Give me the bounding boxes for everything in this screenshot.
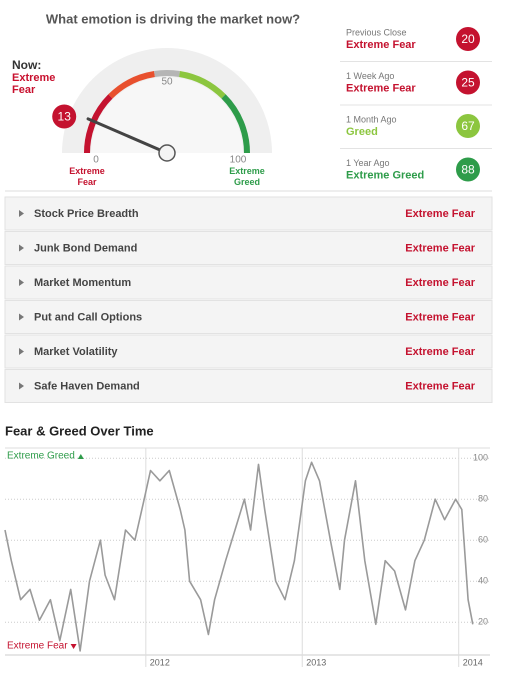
- y-tick-label: 100: [473, 453, 488, 463]
- history-value: 25: [461, 76, 475, 90]
- indicator-row: [4, 196, 493, 231]
- history-label: 1 Week Ago: [346, 71, 394, 81]
- indicator-name: Market Momentum: [34, 277, 131, 289]
- x-tick-label: 2014: [463, 657, 483, 667]
- indicator-rating: Extreme Fear: [405, 346, 475, 358]
- history-badge: [456, 27, 480, 51]
- indicator-rating: Extreme Fear: [405, 380, 475, 392]
- gauge-arc: [154, 70, 180, 77]
- now-label: Now:: [12, 58, 41, 72]
- history-badge: [456, 157, 480, 182]
- gauge-arc: [108, 71, 156, 99]
- gauge-inner: [91, 77, 243, 153]
- y-tick-label: 60: [478, 535, 488, 545]
- annotation-arrow: [70, 644, 77, 649]
- indicator-arrow: [19, 279, 24, 286]
- x-tick-label: 2012: [150, 657, 170, 667]
- gauge-value-badge: [52, 104, 77, 129]
- history-value: 67: [461, 119, 475, 133]
- annotation: Extreme Greed: [7, 451, 75, 462]
- indicator-row: [4, 231, 493, 265]
- x-tick-label: 2013: [306, 657, 326, 667]
- indicator-name: Market Volatility: [34, 346, 118, 358]
- history-value: 88: [461, 163, 475, 177]
- gauge-tick-label: 50: [161, 77, 173, 88]
- indicator-row: [4, 300, 493, 334]
- indicator-row: [4, 369, 493, 403]
- gauge-arc: [178, 71, 226, 99]
- gauge-title: What emotion is driving the market now?: [46, 11, 300, 26]
- y-tick-label: 80: [478, 494, 488, 504]
- indicator-name: Stock Price Breadth: [34, 208, 139, 220]
- history-value: 20: [461, 32, 475, 46]
- history-badge: [456, 114, 480, 138]
- y-tick-label: 40: [478, 576, 488, 586]
- gauge-value-label: 13: [58, 110, 72, 124]
- history-rating: Extreme Fear: [346, 39, 416, 51]
- gauge-max-label: Extreme Greed: [229, 166, 265, 187]
- gauge-tick-label: 100: [230, 155, 247, 166]
- gauge-hub: [158, 144, 176, 162]
- indicator-rating: Extreme Fear: [405, 277, 475, 289]
- now-rating: Extreme Fear: [12, 72, 56, 96]
- gauge-min-label: Extreme Fear: [69, 166, 105, 187]
- indicator-row: [4, 265, 493, 300]
- annotation: Extreme Fear: [7, 641, 68, 652]
- history-rating: Greed: [346, 126, 378, 138]
- chart-title: Fear & Greed Over Time: [5, 423, 154, 438]
- history-rating: Extreme Greed: [346, 169, 424, 181]
- y-tick-label: 20: [478, 617, 488, 627]
- history-badge: [456, 70, 480, 95]
- indicator-arrow: [19, 244, 24, 252]
- history-rating: Extreme Fear: [346, 82, 416, 94]
- indicator-rating: Extreme Fear: [405, 242, 475, 254]
- annotation-arrow: [77, 454, 84, 459]
- indicator-arrow: [19, 210, 24, 217]
- gauge-needle: [86, 117, 169, 155]
- indicator-arrow: [19, 382, 24, 390]
- history-label: 1 Month Ago: [346, 114, 397, 124]
- gauge-tick-label: 0: [93, 155, 99, 166]
- gauge-min-label-box: Extreme Fear: [69, 166, 105, 187]
- series-line: [4, 461, 474, 652]
- history-label: 1 Year Ago: [346, 158, 390, 168]
- gauge-arc: [221, 94, 250, 154]
- indicator-name: Safe Haven Demand: [34, 380, 140, 392]
- now-rating-box: Extreme Fear: [12, 72, 56, 96]
- indicator-rating: Extreme Fear: [405, 311, 475, 323]
- indicator-rating: Extreme Fear: [405, 208, 475, 220]
- history-label: Previous Close: [346, 27, 407, 37]
- gauge-max-label-box: Extreme Greed: [229, 166, 265, 187]
- indicator-row: [4, 334, 493, 369]
- indicator-arrow: [19, 313, 24, 321]
- indicator-name: Junk Bond Demand: [34, 242, 137, 254]
- indicator-arrow: [19, 348, 24, 355]
- indicator-name: Put and Call Options: [34, 311, 142, 323]
